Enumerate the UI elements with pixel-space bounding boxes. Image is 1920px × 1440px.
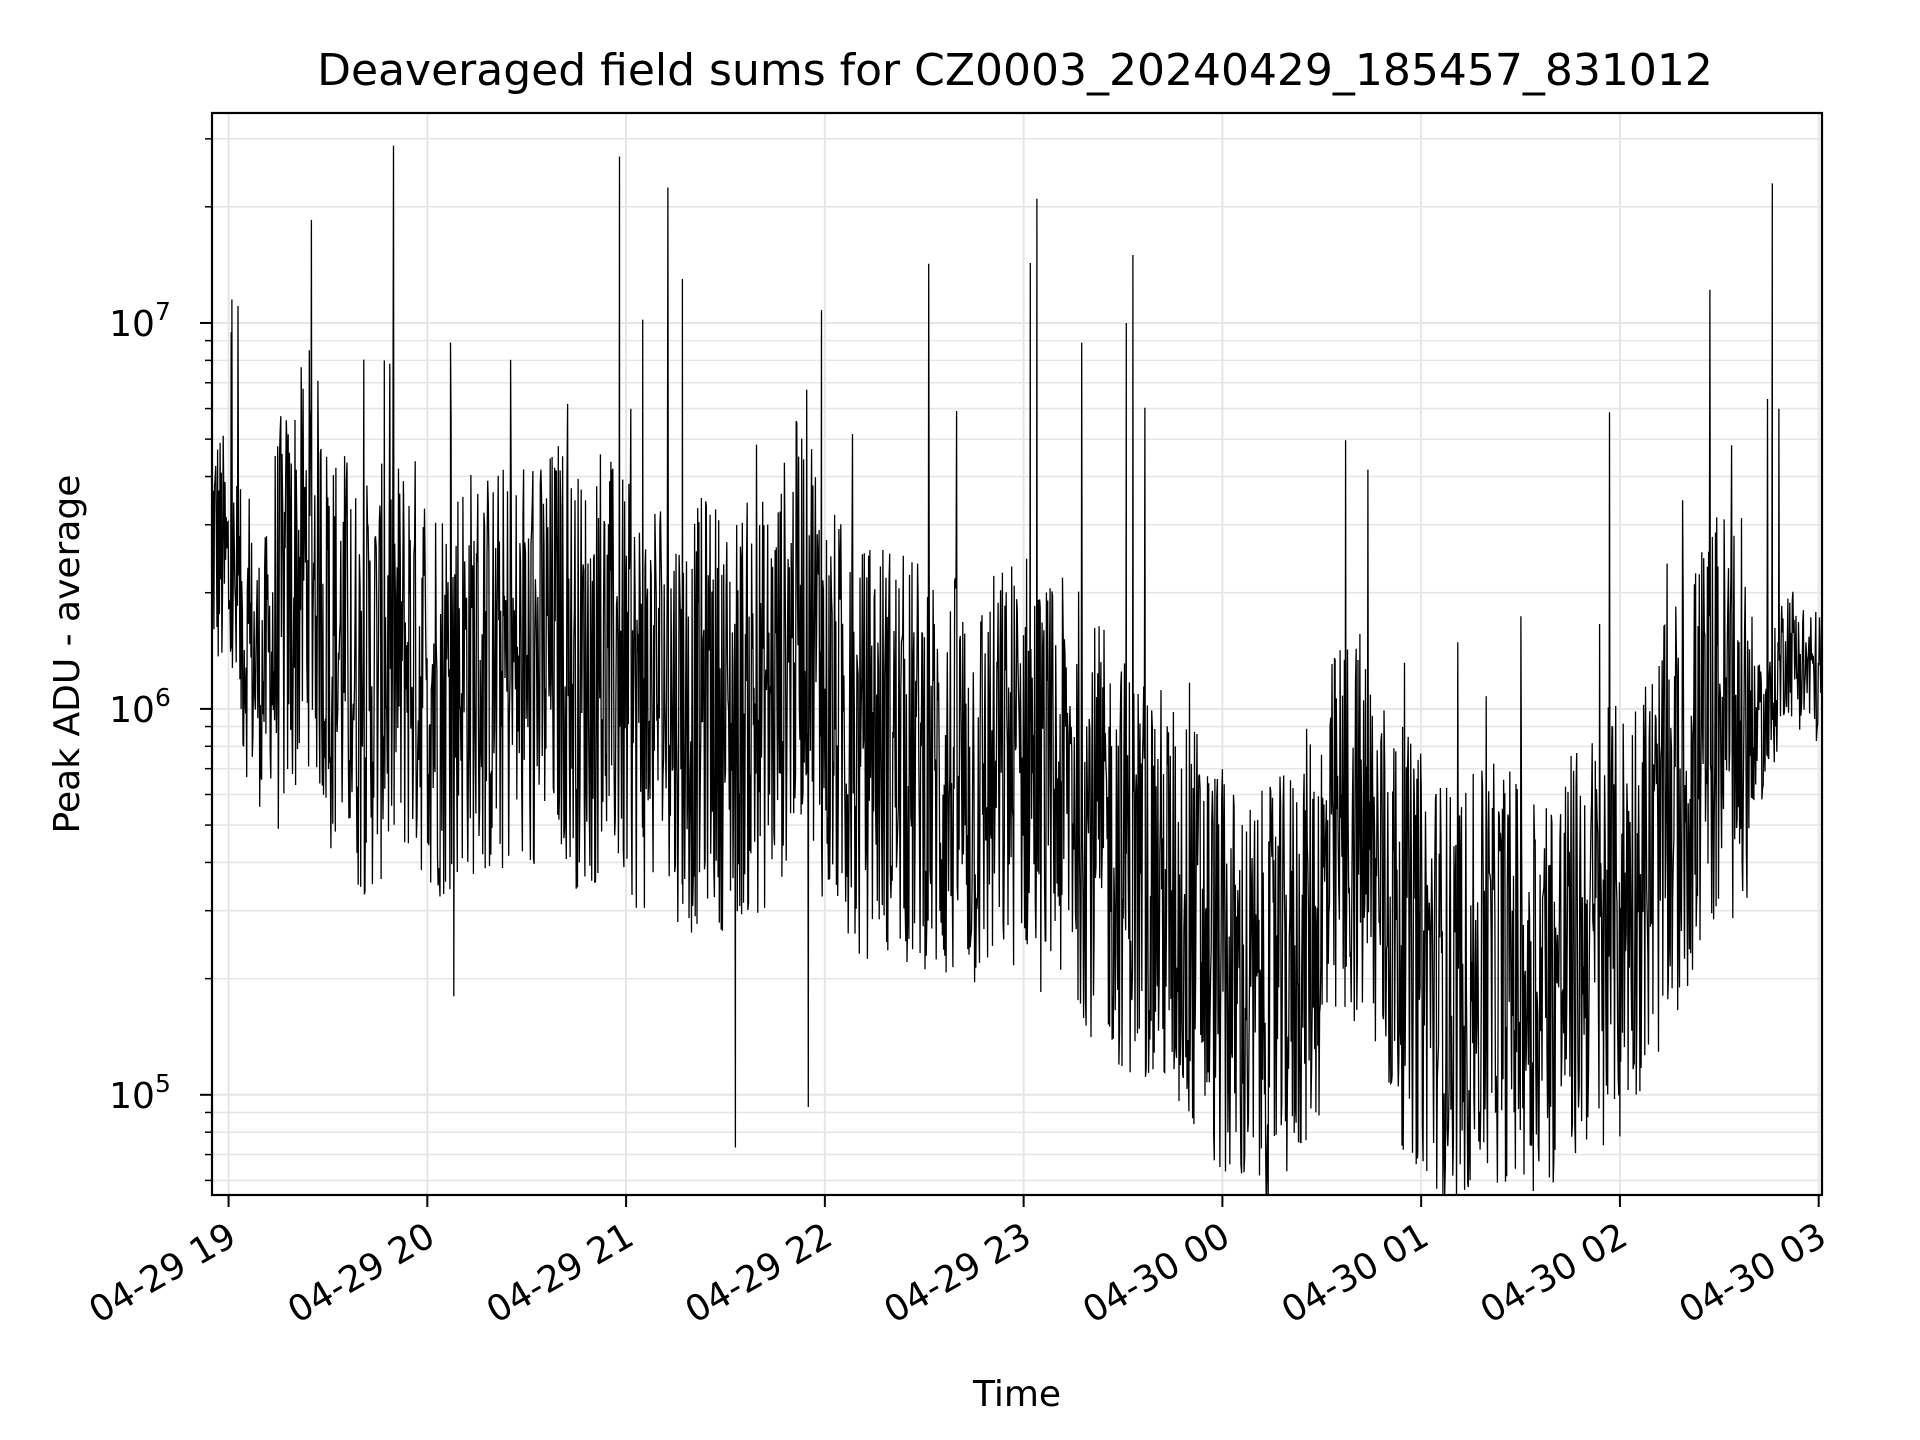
y-axis: 105 106 107	[109, 138, 212, 1182]
series-line	[212, 145, 1822, 1195]
plot-frame	[210, 111, 1824, 1197]
y-tick-label: 107	[109, 297, 171, 345]
y-tick-label: 105	[109, 1069, 171, 1117]
y-tick-label: 106	[109, 683, 171, 731]
chart-title: Deaveraged field sums for CZ0003_2024042…	[317, 45, 1713, 96]
plot-area	[212, 145, 1822, 1195]
x-axis-label: Time	[972, 1374, 1061, 1415]
y-axis-label: Peak ADU - average	[47, 475, 88, 834]
grid	[212, 113, 1822, 1195]
